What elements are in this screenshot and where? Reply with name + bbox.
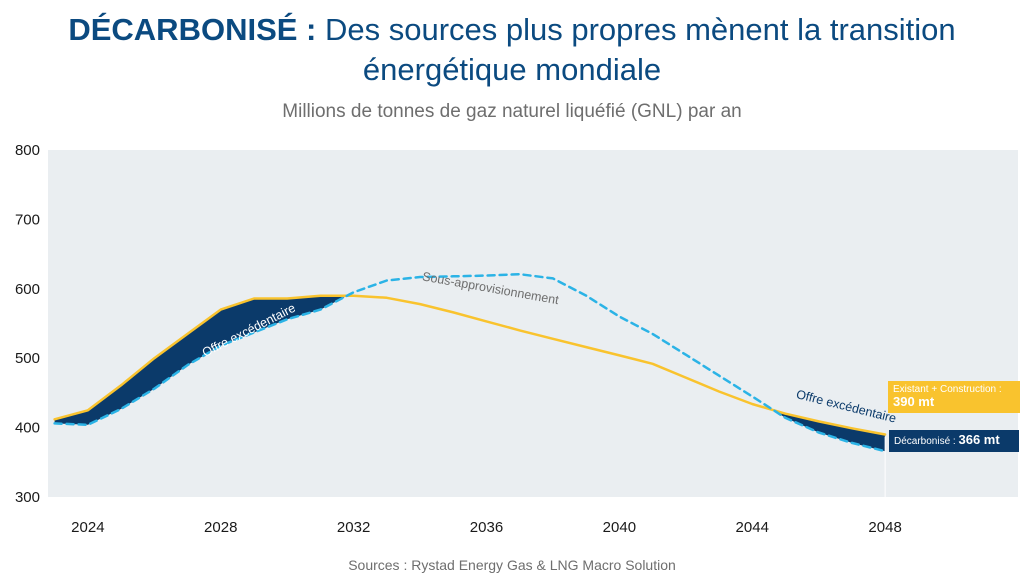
chart-source: Sources : Rystad Energy Gas & LNG Macro … <box>348 557 676 573</box>
end-label-existing-text: Existant + Construction : <box>893 384 1002 395</box>
end-label-existing: Existant + Construction : 390 mt <box>888 381 1020 413</box>
series-lines <box>53 272 887 497</box>
x-tick-label: 2048 <box>868 519 901 536</box>
series-line-decarbonised <box>53 272 887 453</box>
end-label-decarbonised-text: Décarbonisé : <box>894 436 959 447</box>
chart-title-rest: Des sources plus propres mènent la trans… <box>324 12 956 87</box>
surplus-area-0 <box>54 295 347 425</box>
y-tick-label: 400 <box>15 420 40 437</box>
series-line-existing <box>53 294 887 436</box>
end-label-decarbonised-value: 366 mt <box>958 432 1000 447</box>
chart-subtitle: Millions de tonnes de gaz naturel liquéf… <box>282 101 742 122</box>
surplus-fills <box>54 295 886 452</box>
y-tick-label: 300 <box>15 489 40 506</box>
x-tick-label: 2032 <box>337 519 370 536</box>
end-label-decarbonised: Décarbonisé : 366 mt <box>889 430 1019 452</box>
x-tick-label: 2040 <box>603 519 636 536</box>
y-axis-ticks: 300 400 500 600 700 800 <box>15 142 40 506</box>
x-tick-label: 2044 <box>736 519 769 536</box>
y-tick-label: 700 <box>15 211 40 228</box>
x-tick-label: 2036 <box>470 519 503 536</box>
surplus-area-1 <box>773 410 886 452</box>
y-tick-label: 800 <box>15 142 40 159</box>
chart-title: DÉCARBONISÉ : Des sources plus propres m… <box>40 10 984 90</box>
x-tick-label: 2024 <box>71 519 104 536</box>
y-tick-label: 500 <box>15 350 40 367</box>
x-tick-label: 2028 <box>204 519 237 536</box>
y-tick-label: 600 <box>15 281 40 298</box>
end-label-existing-value: 390 mt <box>893 394 935 409</box>
x-axis-ticks: 2024 2028 2032 2036 2040 2044 2048 <box>71 519 902 536</box>
chart-title-bold: DÉCARBONISÉ : <box>68 12 317 47</box>
